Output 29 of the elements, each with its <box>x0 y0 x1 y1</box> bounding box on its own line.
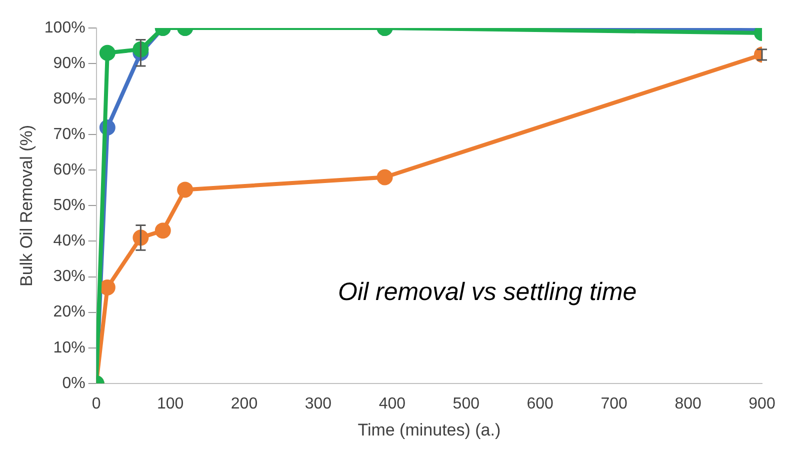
y-tick-label: 60% <box>53 162 86 179</box>
point <box>154 222 171 239</box>
point <box>99 279 116 296</box>
x-tick-label: 300 <box>304 395 332 412</box>
y-tick-label: 90% <box>53 54 86 72</box>
x-tick-label: 200 <box>230 395 258 412</box>
y-tick-label: 80% <box>53 90 86 108</box>
point <box>177 182 194 198</box>
x-tick-label: 400 <box>378 395 406 412</box>
x-tick-label: 700 <box>600 395 628 412</box>
y-tick-label: 50% <box>53 197 86 214</box>
annotation: Oil removal vs settling time <box>338 278 637 307</box>
x-tick-label: 900 <box>748 395 776 412</box>
x-tick-label: 800 <box>674 395 702 412</box>
y-tick-label: 100% <box>44 19 86 36</box>
x-tick-label: 100 <box>156 395 184 412</box>
y-tick-label: 0% <box>62 374 86 392</box>
point <box>99 44 116 61</box>
x-tick-label: 600 <box>526 395 554 412</box>
y-tick-label: 10% <box>53 339 86 356</box>
y-axis-title: Bulk Oil Removal (%) <box>16 124 36 286</box>
y-tick-label: 20% <box>53 304 86 321</box>
x-tick-label: 0 <box>92 395 101 412</box>
y-tick-label: 40% <box>53 232 86 250</box>
x-tick-label: 500 <box>452 395 480 412</box>
point <box>376 169 393 186</box>
y-tick-label: 70% <box>53 126 86 144</box>
y-tick-label: 30% <box>53 268 86 286</box>
x-axis-title: Time (minutes) (a.) <box>358 420 501 440</box>
